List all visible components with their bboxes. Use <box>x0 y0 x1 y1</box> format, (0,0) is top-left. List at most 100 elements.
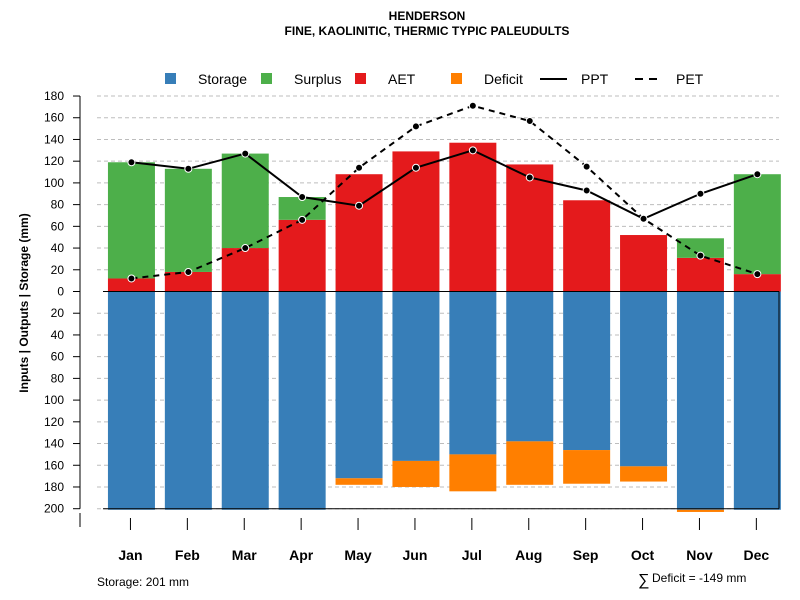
y-tick-label: 80 <box>51 198 65 212</box>
pet-point <box>184 267 193 276</box>
pet-point <box>127 274 136 283</box>
storage-bar <box>676 291 724 510</box>
pet-point <box>355 163 364 172</box>
deficit-bar <box>676 509 724 512</box>
x-tick-label: Oct <box>631 547 655 563</box>
x-tick-label: Aug <box>515 547 542 563</box>
storage-bar <box>221 291 269 510</box>
bars <box>107 142 781 512</box>
pet-point <box>298 215 307 224</box>
pet-point <box>241 244 250 253</box>
y-tick-label: 180 <box>44 480 64 494</box>
x-tick-label: Mar <box>232 547 257 563</box>
aet-bar <box>278 219 326 292</box>
x-tick-label: Nov <box>686 547 713 563</box>
pet-point <box>525 116 534 125</box>
storage-bar <box>506 291 554 442</box>
x-tick-label: Dec <box>744 547 770 563</box>
ppt-point <box>127 158 136 167</box>
aet-bar <box>620 235 668 292</box>
surplus-bar <box>278 197 326 220</box>
surplus-bar <box>164 168 212 272</box>
deficit-legend-label: Deficit <box>484 71 523 87</box>
ppt-point <box>639 214 648 223</box>
y-tick-label: 0 <box>57 285 64 299</box>
surplus-bar <box>733 174 781 275</box>
aet-bar <box>335 174 383 292</box>
ppt-point <box>582 186 591 195</box>
x-tick-label: May <box>344 547 371 563</box>
x-tick-label: Jun <box>403 547 428 563</box>
ppt-point <box>298 193 307 202</box>
y-tick-label: 140 <box>44 437 64 451</box>
surplus-bar <box>221 153 269 249</box>
y-tick-label: 40 <box>51 328 65 342</box>
ppt-point <box>355 201 364 210</box>
pet-point <box>753 270 762 279</box>
series-lines <box>127 101 762 283</box>
y-tick-label: 100 <box>44 393 64 407</box>
ppt-point <box>241 149 250 158</box>
pet-point <box>696 251 705 260</box>
pet-point <box>582 162 591 171</box>
x-tick-label: Apr <box>289 547 314 563</box>
surplus-bar <box>107 162 155 279</box>
storage-bar <box>620 291 668 467</box>
surplus-legend-swatch <box>261 73 272 84</box>
storage-legend-label: Storage <box>198 71 247 87</box>
y-tick-label: 140 <box>44 132 64 146</box>
deficit-bar <box>449 454 497 492</box>
storage-legend-swatch <box>165 73 176 84</box>
aet-bar <box>563 200 611 292</box>
pet-line <box>131 104 758 280</box>
aet-bar <box>506 164 554 292</box>
y-tick-label: 160 <box>44 111 64 125</box>
deficit-footer: Deficit = -149 mm <box>652 571 746 585</box>
y-tick-label: 120 <box>44 154 64 168</box>
chart-subtitle: FINE, KAOLINITIC, THERMIC TYPIC PALEUDUL… <box>285 24 570 38</box>
pet-point <box>468 101 477 110</box>
storage-bar <box>733 291 781 510</box>
deficit-bar <box>335 478 383 485</box>
storage-bar <box>563 291 611 451</box>
deficit-bar <box>620 466 668 482</box>
y-tick-label: 60 <box>51 350 65 364</box>
ppt-point <box>411 163 420 172</box>
y-tick-label: 160 <box>44 458 64 472</box>
y-tick-label: 120 <box>44 415 64 429</box>
y-tick-label: 20 <box>51 263 65 277</box>
y-tick-label: 100 <box>44 176 64 190</box>
x-tick-label: Sep <box>573 547 599 563</box>
storage-bar <box>107 291 155 510</box>
aet-bar <box>107 278 155 292</box>
storage-bar <box>278 291 326 510</box>
storage-bar <box>449 291 497 455</box>
ppt-point <box>468 146 477 155</box>
y-tick-label: 200 <box>44 502 64 516</box>
storage-footer: Storage: 201 mm <box>97 575 189 589</box>
deficit-legend-swatch <box>451 73 462 84</box>
aet-bar <box>164 271 212 292</box>
pet-point <box>411 122 420 131</box>
aet-legend-label: AET <box>388 71 416 87</box>
storage-bar <box>164 291 212 510</box>
ppt-legend-label: PPT <box>581 71 609 87</box>
aet-legend-swatch <box>355 73 366 84</box>
ppt-point <box>184 164 193 173</box>
pet-legend-label: PET <box>676 71 704 87</box>
surplus-legend-label: Surplus <box>294 71 341 87</box>
aet-bar <box>392 151 440 292</box>
y-tick-label: 40 <box>51 241 65 255</box>
x-tick-label: Feb <box>175 547 200 563</box>
aet-bar <box>449 142 497 292</box>
y-tick-label: 80 <box>51 371 65 385</box>
surplus-bar <box>676 238 724 258</box>
sigma-icon: ∑ <box>638 572 649 589</box>
chart-title: HENDERSON <box>389 9 466 23</box>
axes: 1801601401201008060402002040608010012014… <box>44 89 780 563</box>
y-tick-label: 180 <box>44 89 64 103</box>
deficit-bar <box>506 441 554 485</box>
chart-legend: Storage Surplus AET Deficit PPT PET <box>165 71 704 87</box>
x-tick-label: Jan <box>118 547 142 563</box>
